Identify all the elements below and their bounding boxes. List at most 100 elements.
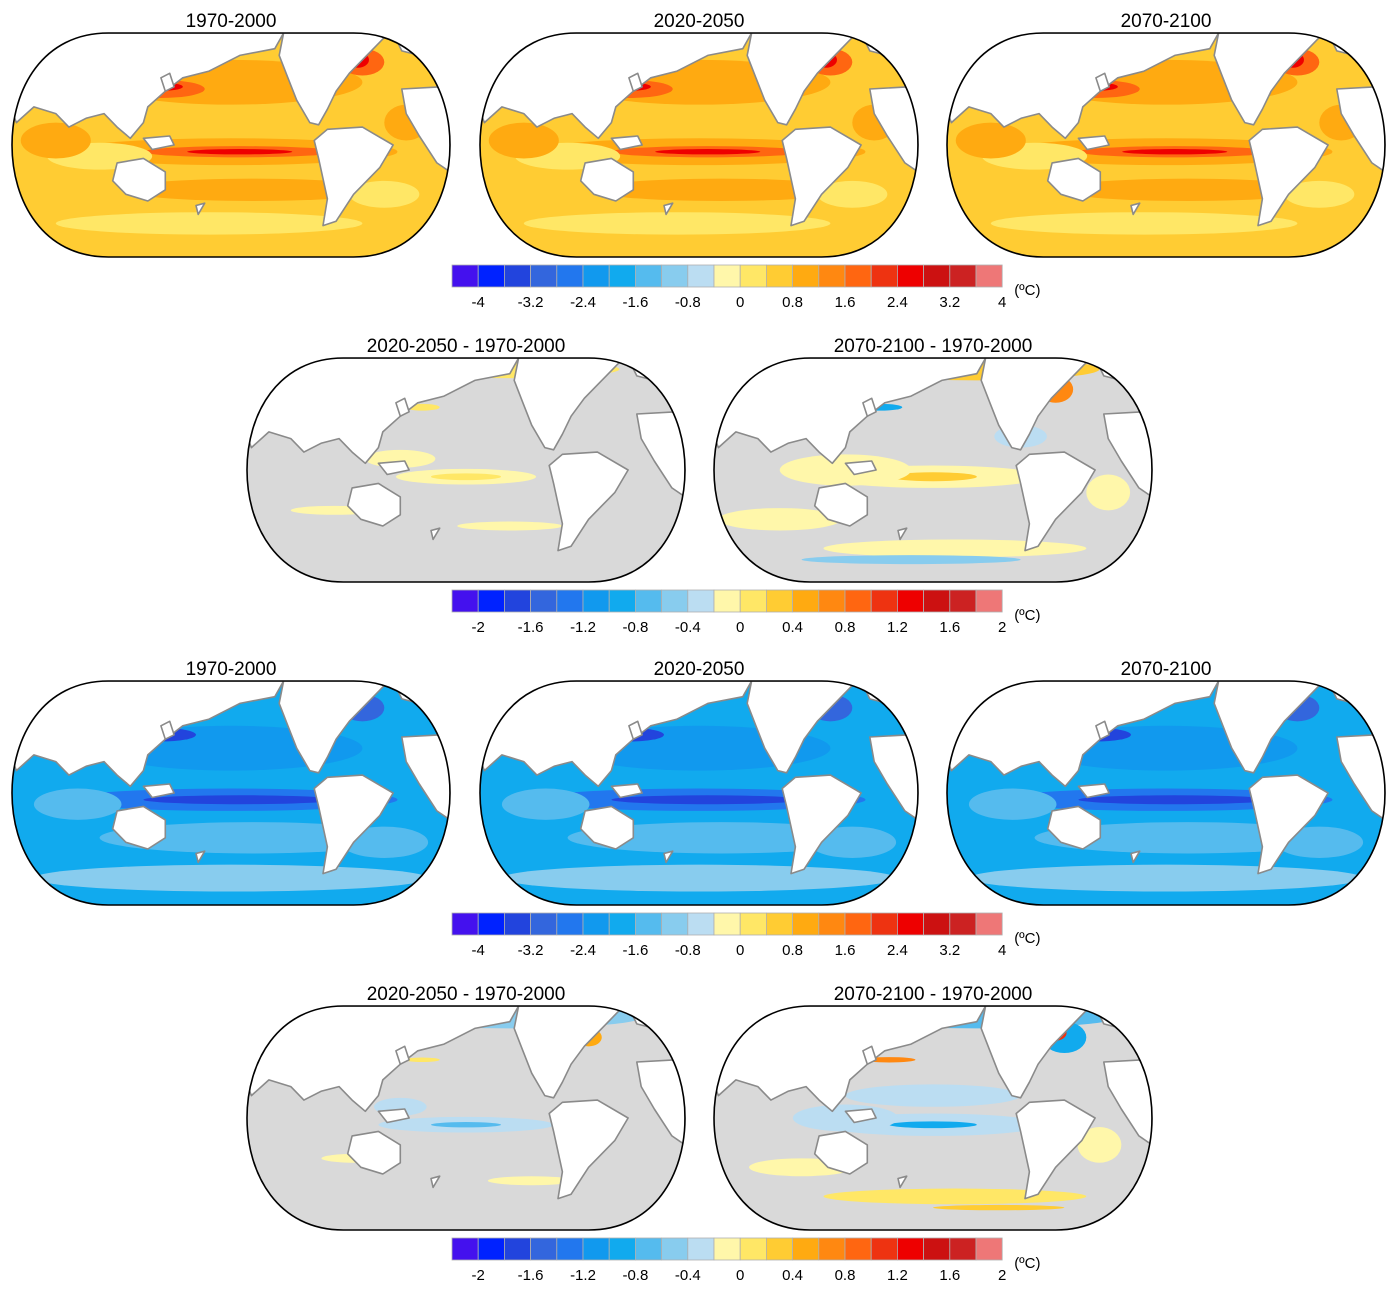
colorbar-tick-label: -0.4 (675, 619, 701, 636)
land-japan (1095, 720, 1110, 741)
land-sam (1248, 774, 1329, 875)
map-title: 2020-2050 (654, 659, 745, 680)
colorbar-row-1: -4 -3.2 -2.4 -1.6 -0.8 0 0.8 1.6 2.4 3.2 4 (ºC) (451, 264, 1041, 311)
map-panel-r3-1: 1970-2000 (11, 659, 451, 906)
land-asia (714, 358, 987, 465)
colorbar-swatch (792, 264, 820, 288)
anomaly-patch (187, 149, 293, 155)
colorbar-swatch (844, 912, 872, 936)
map-border (479, 32, 919, 258)
land-nz (430, 527, 441, 541)
colorbar-swatch (503, 589, 531, 613)
colorbar-swatch (766, 912, 794, 936)
anomaly-patch (33, 864, 429, 892)
colorbar-swatch (897, 264, 925, 288)
land-maritime (1077, 783, 1110, 799)
anomaly-patch (143, 795, 337, 805)
colorbar-swatch (975, 589, 1003, 613)
map-panel-r2-1: 2020-2050 - 1970-2000 (246, 336, 686, 583)
colorbar-swatch (451, 264, 479, 288)
land-maritime (142, 783, 175, 799)
colorbar-swatch (923, 589, 951, 613)
colorbar-swatch (687, 1237, 715, 1261)
colorbar-tick-label: 1.6 (835, 294, 856, 311)
colorbar-swatch (766, 1237, 794, 1261)
anomaly-patch (1056, 178, 1320, 201)
colorbar-row-2: -2 -1.6 -1.2 -0.8 -0.4 0 0.4 0.8 1.2 1.6 2 (ºC) (451, 589, 1041, 636)
colorbar-swatch (661, 589, 689, 613)
colorbar-swatch (739, 1237, 767, 1261)
colorbar-tick-label: -1.6 (622, 294, 648, 311)
land-sam (313, 126, 394, 227)
anomaly-patch (933, 1204, 1065, 1211)
land-nam (746, 33, 858, 126)
anomaly-patch (968, 864, 1364, 892)
land-maritime (844, 460, 877, 476)
colorbar-swatch (582, 1237, 610, 1261)
colorbar-tick-label: -0.8 (622, 1267, 648, 1284)
colorbar-swatch (661, 1237, 689, 1261)
map-border (479, 680, 919, 906)
land-asia (247, 1006, 520, 1113)
land-sam (781, 774, 862, 875)
anomaly-patch (1284, 180, 1355, 208)
colorbar-swatch (477, 589, 505, 613)
colorbar-swatch (582, 264, 610, 288)
colorbar-swatch (975, 264, 1003, 288)
anomaly-patch (611, 795, 805, 805)
land-japan (628, 72, 643, 92)
land-asia (947, 681, 1220, 788)
colorbar-tick-label: -4 (472, 294, 485, 311)
anomaly-patch (655, 149, 761, 155)
colorbar-swatch (530, 1237, 558, 1261)
land-nz (1130, 202, 1141, 216)
colorbar-swatch (713, 264, 741, 288)
map-border (713, 357, 1153, 583)
map-title: 1970-2000 (186, 659, 277, 680)
land-maritime (844, 1108, 877, 1124)
land-japan (862, 397, 877, 418)
colorbar-swatch (713, 589, 741, 613)
land-japan (862, 1045, 877, 1065)
land-nz (195, 202, 206, 216)
colorbar-tick-label: 2 (998, 619, 1006, 636)
land-nam (278, 681, 390, 774)
colorbar-swatch (844, 264, 872, 288)
anomaly-patch (55, 212, 363, 235)
map-title: 2020-2050 - 1970-2000 (367, 984, 566, 1005)
colorbar-swatch (792, 912, 820, 936)
colorbar-swatch (635, 589, 663, 613)
anomaly-patch (501, 788, 590, 820)
anomaly-patch (823, 539, 1087, 558)
colorbar-swatch (713, 912, 741, 936)
land-nz (430, 1175, 441, 1189)
land-maritime (1077, 135, 1110, 151)
map-border (713, 1005, 1153, 1231)
colorbar-swatch (739, 912, 767, 936)
map-border (11, 32, 451, 258)
land-sam (548, 1099, 629, 1200)
colorbar-swatch (635, 1237, 663, 1261)
map-panel-r1-1: 1970-2000 (11, 11, 451, 258)
map-title: 2020-2050 (654, 11, 745, 32)
colorbar-swatch (766, 264, 794, 288)
anomaly-patch (488, 122, 559, 159)
land-aus (346, 482, 402, 527)
land-nz (897, 1175, 908, 1189)
colorbar-swatch (975, 1237, 1003, 1261)
colorbar-swatch (687, 589, 715, 613)
colorbar-tick-label: -1.2 (570, 619, 596, 636)
colorbar-swatch (739, 264, 767, 288)
colorbar-tick-label: 0 (736, 942, 744, 959)
anomaly-patch (955, 122, 1026, 159)
anomaly-patch (792, 1104, 898, 1132)
colorbar-tick-label: 1.6 (939, 1267, 960, 1284)
land-asia (12, 681, 285, 788)
anomaly-patch (430, 1122, 502, 1128)
colorbar-swatch (792, 589, 820, 613)
colorbar-tick-label: 0.4 (782, 1267, 803, 1284)
colorbar-swatch (818, 912, 846, 936)
colorbar-tick-label: 0 (736, 619, 744, 636)
colorbar-swatch (818, 1237, 846, 1261)
colorbar-swatch (530, 912, 558, 936)
